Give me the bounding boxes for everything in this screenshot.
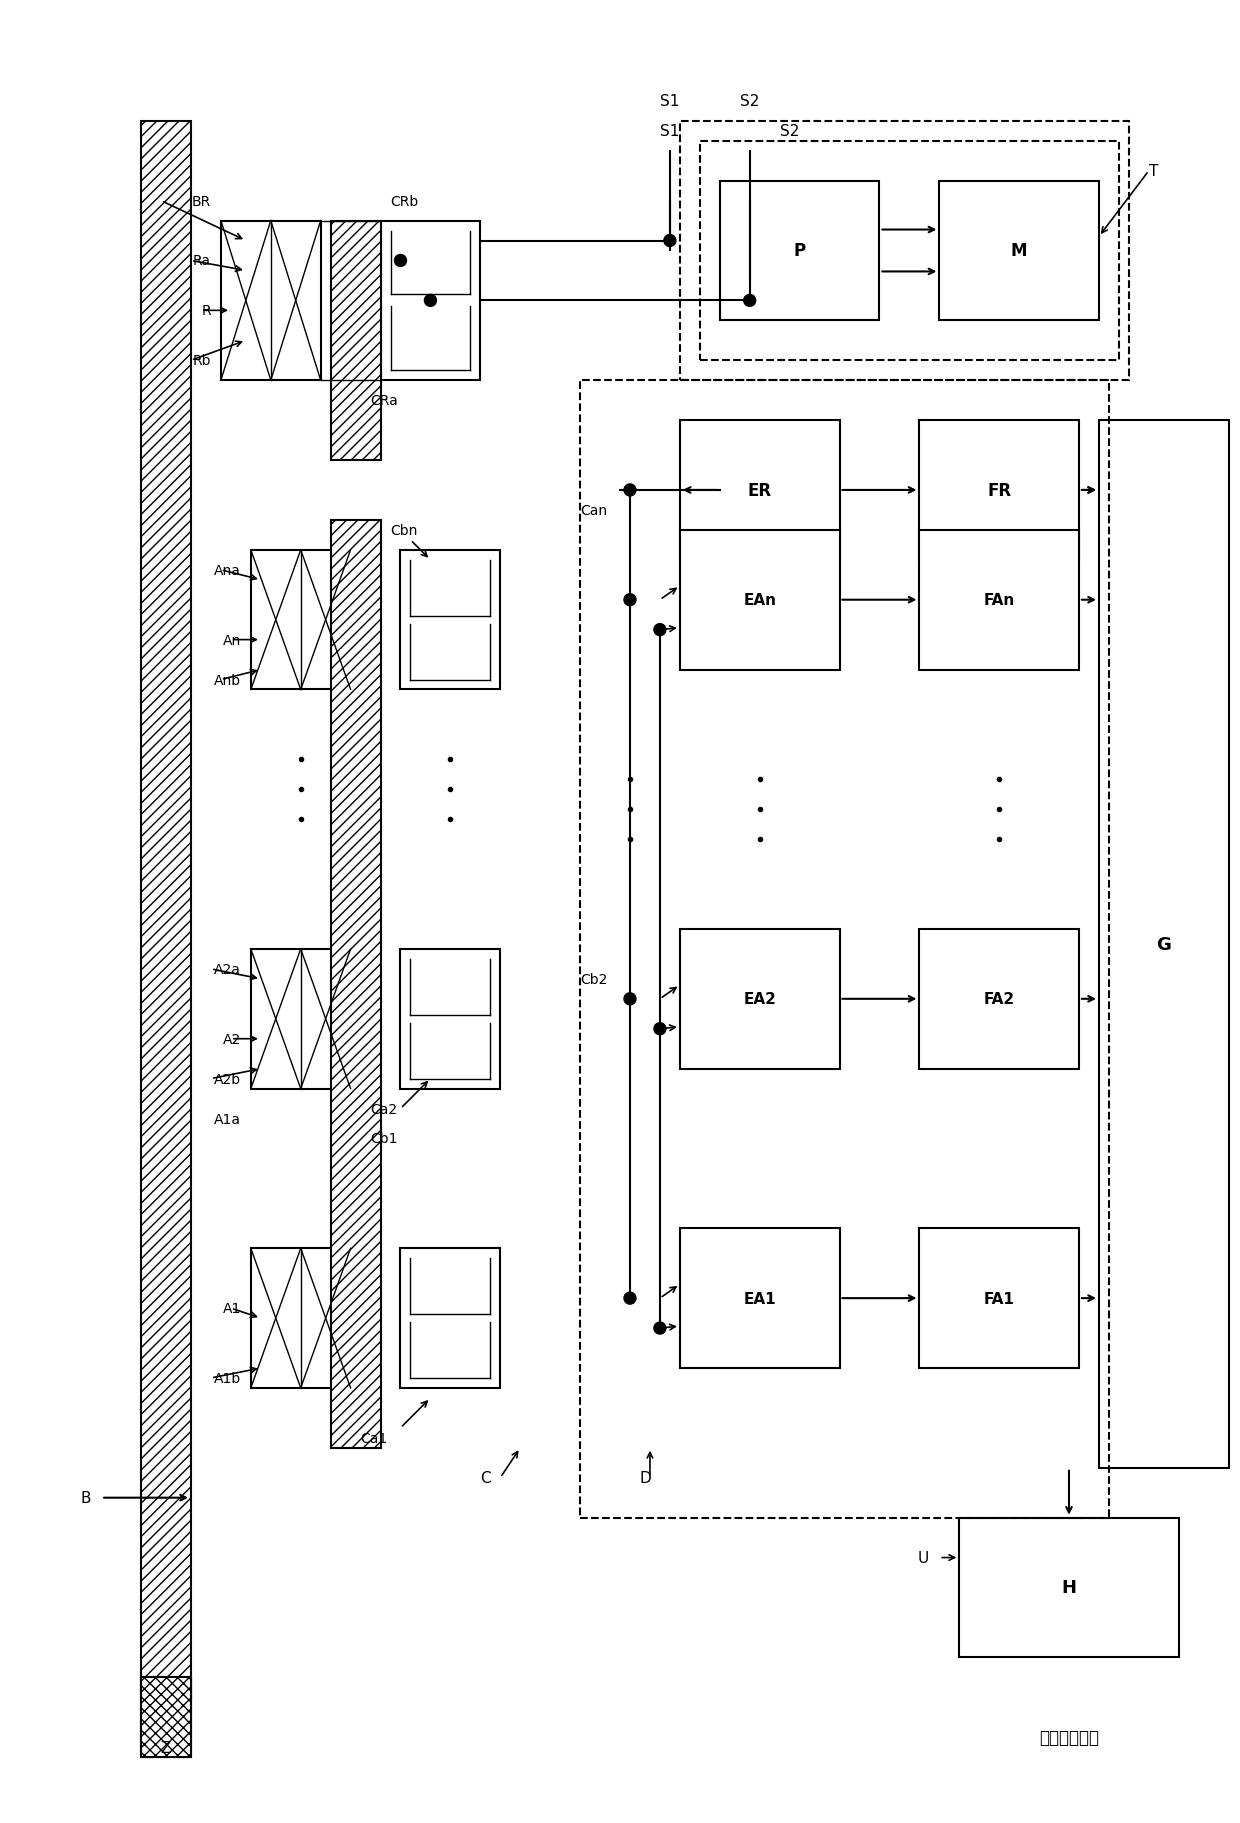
Text: U: U <box>918 1550 929 1566</box>
Text: FR: FR <box>987 481 1011 500</box>
Text: Cb1: Cb1 <box>371 1132 398 1147</box>
Circle shape <box>624 594 636 607</box>
Text: A1a: A1a <box>213 1112 241 1127</box>
Bar <box>331 221 381 461</box>
Circle shape <box>624 994 636 1004</box>
Bar <box>719 182 879 321</box>
Bar <box>401 1249 500 1387</box>
Text: Cb2: Cb2 <box>580 972 608 986</box>
Bar <box>680 122 1128 381</box>
Text: EA2: EA2 <box>743 992 776 1006</box>
Text: Anb: Anb <box>213 673 241 687</box>
Circle shape <box>624 485 636 496</box>
Bar <box>141 1677 191 1757</box>
Text: Rb: Rb <box>192 354 211 368</box>
Text: M: M <box>1011 242 1028 261</box>
Bar <box>919 930 1079 1068</box>
Text: EAn: EAn <box>743 592 776 607</box>
Bar <box>960 1519 1179 1657</box>
Text: S1: S1 <box>660 95 680 109</box>
Text: Ca2: Ca2 <box>371 1101 398 1116</box>
Text: 输出棒位信息: 输出棒位信息 <box>1039 1728 1099 1746</box>
Bar <box>331 521 381 1447</box>
Bar <box>250 551 351 691</box>
Bar <box>939 182 1099 321</box>
Text: B: B <box>81 1491 92 1506</box>
Bar <box>919 1229 1079 1369</box>
Text: A2a: A2a <box>215 963 241 977</box>
Circle shape <box>663 235 676 248</box>
Text: T: T <box>1148 164 1158 179</box>
Text: FAn: FAn <box>983 592 1014 607</box>
Bar <box>250 950 351 1088</box>
Text: H: H <box>1061 1579 1076 1597</box>
Bar <box>141 122 191 1697</box>
Text: Ca1: Ca1 <box>361 1431 388 1446</box>
Text: S1: S1 <box>660 124 680 139</box>
Text: D: D <box>640 1471 652 1486</box>
Bar <box>141 1677 191 1757</box>
Text: CRb: CRb <box>391 195 419 208</box>
Bar <box>919 421 1079 560</box>
Text: S2: S2 <box>740 95 759 109</box>
Text: Ra: Ra <box>193 255 211 268</box>
Text: S2: S2 <box>780 124 799 139</box>
Text: R: R <box>201 304 211 319</box>
Bar <box>680 1229 839 1369</box>
Text: CRa: CRa <box>371 394 398 408</box>
Bar <box>680 530 839 671</box>
Circle shape <box>744 295 755 308</box>
Text: C: C <box>480 1471 490 1486</box>
Text: BR: BR <box>192 195 211 208</box>
Bar <box>401 950 500 1088</box>
Bar <box>699 142 1118 361</box>
Text: A2: A2 <box>223 1032 241 1046</box>
Text: Cbn: Cbn <box>391 523 418 538</box>
Bar <box>250 1249 351 1387</box>
Circle shape <box>653 623 666 636</box>
Circle shape <box>624 1293 636 1305</box>
Bar <box>401 551 500 691</box>
Bar <box>680 930 839 1068</box>
Bar <box>1099 421 1229 1468</box>
Text: A1: A1 <box>222 1302 241 1316</box>
Bar <box>580 381 1109 1519</box>
Text: FA1: FA1 <box>983 1291 1014 1305</box>
Circle shape <box>653 1023 666 1035</box>
Text: FA2: FA2 <box>983 992 1014 1006</box>
Text: Can: Can <box>580 503 608 518</box>
Circle shape <box>424 295 436 308</box>
Text: An: An <box>223 633 241 647</box>
Bar <box>919 530 1079 671</box>
Bar <box>680 421 839 560</box>
Text: ER: ER <box>748 481 771 500</box>
Text: Z: Z <box>161 1739 171 1756</box>
Text: G: G <box>1157 935 1172 953</box>
Text: A1b: A1b <box>213 1371 241 1385</box>
Text: EA1: EA1 <box>743 1291 776 1305</box>
Text: A2b: A2b <box>213 1072 241 1087</box>
Text: P: P <box>794 242 806 261</box>
Circle shape <box>653 1322 666 1334</box>
Bar <box>221 221 321 381</box>
Bar <box>381 221 480 381</box>
Text: Ana: Ana <box>215 563 241 578</box>
Circle shape <box>394 255 407 268</box>
